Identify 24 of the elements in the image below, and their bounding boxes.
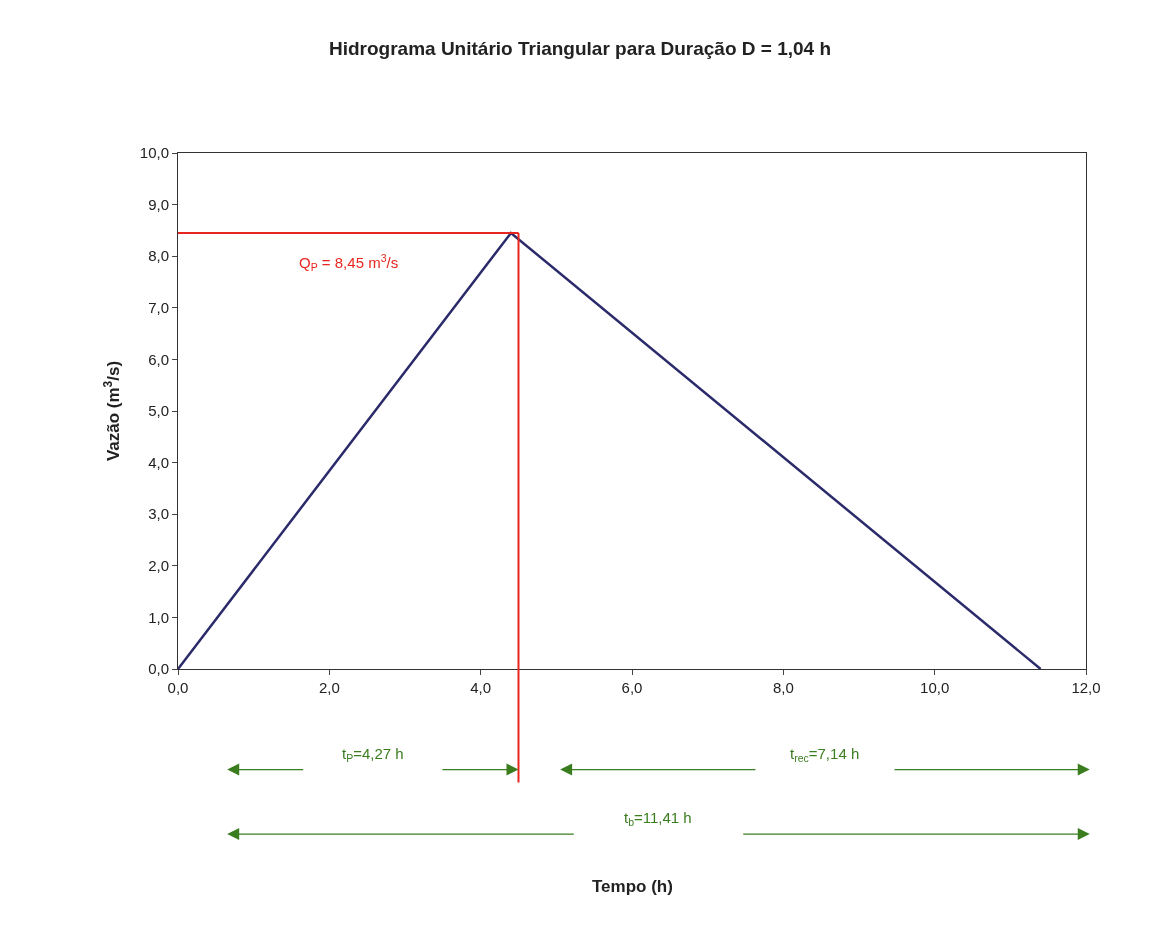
x-tick-label: 8,0 bbox=[772, 679, 794, 696]
y-tick-label: 8,0 bbox=[148, 247, 169, 265]
x-tick-label: 4,0 bbox=[470, 679, 492, 696]
y-tick-label: 9,0 bbox=[148, 195, 169, 213]
x-tick-label: 6,0 bbox=[621, 679, 643, 696]
chart-title: Hidrograma Unitário Triangular para Duração D = 1,04 h bbox=[328, 37, 832, 59]
x-tick-label: 10,0 bbox=[920, 679, 950, 696]
y-tick-label: 10,0 bbox=[139, 144, 169, 162]
text: t$_{P}$=4,27 h bbox=[342, 745, 404, 765]
text: t$_{b}$=11,41 h bbox=[624, 809, 692, 829]
x-tick-label: 0,0 bbox=[167, 679, 189, 696]
y-tick-label: 2,0 bbox=[148, 557, 169, 575]
x-tick-label: 12,0 bbox=[1071, 679, 1101, 696]
y-tick-label: 4,0 bbox=[148, 453, 169, 471]
x-tick-label: 2,0 bbox=[318, 679, 340, 696]
y-tick-label: 5,0 bbox=[148, 402, 169, 420]
y-tick-label: 0,0 bbox=[148, 660, 169, 678]
y-tick-label: 6,0 bbox=[148, 350, 169, 368]
text: Tempo (h) bbox=[592, 877, 673, 896]
ref-line-label: Q$_{P}$ = 8,45 m$^{3}$/s bbox=[299, 252, 399, 274]
y-tick-label: 7,0 bbox=[148, 299, 169, 317]
text: t$_{rec}$=7,14 h bbox=[790, 745, 860, 765]
y-tick-label: 1,0 bbox=[148, 608, 169, 626]
y-tick-label: 3,0 bbox=[148, 505, 169, 523]
